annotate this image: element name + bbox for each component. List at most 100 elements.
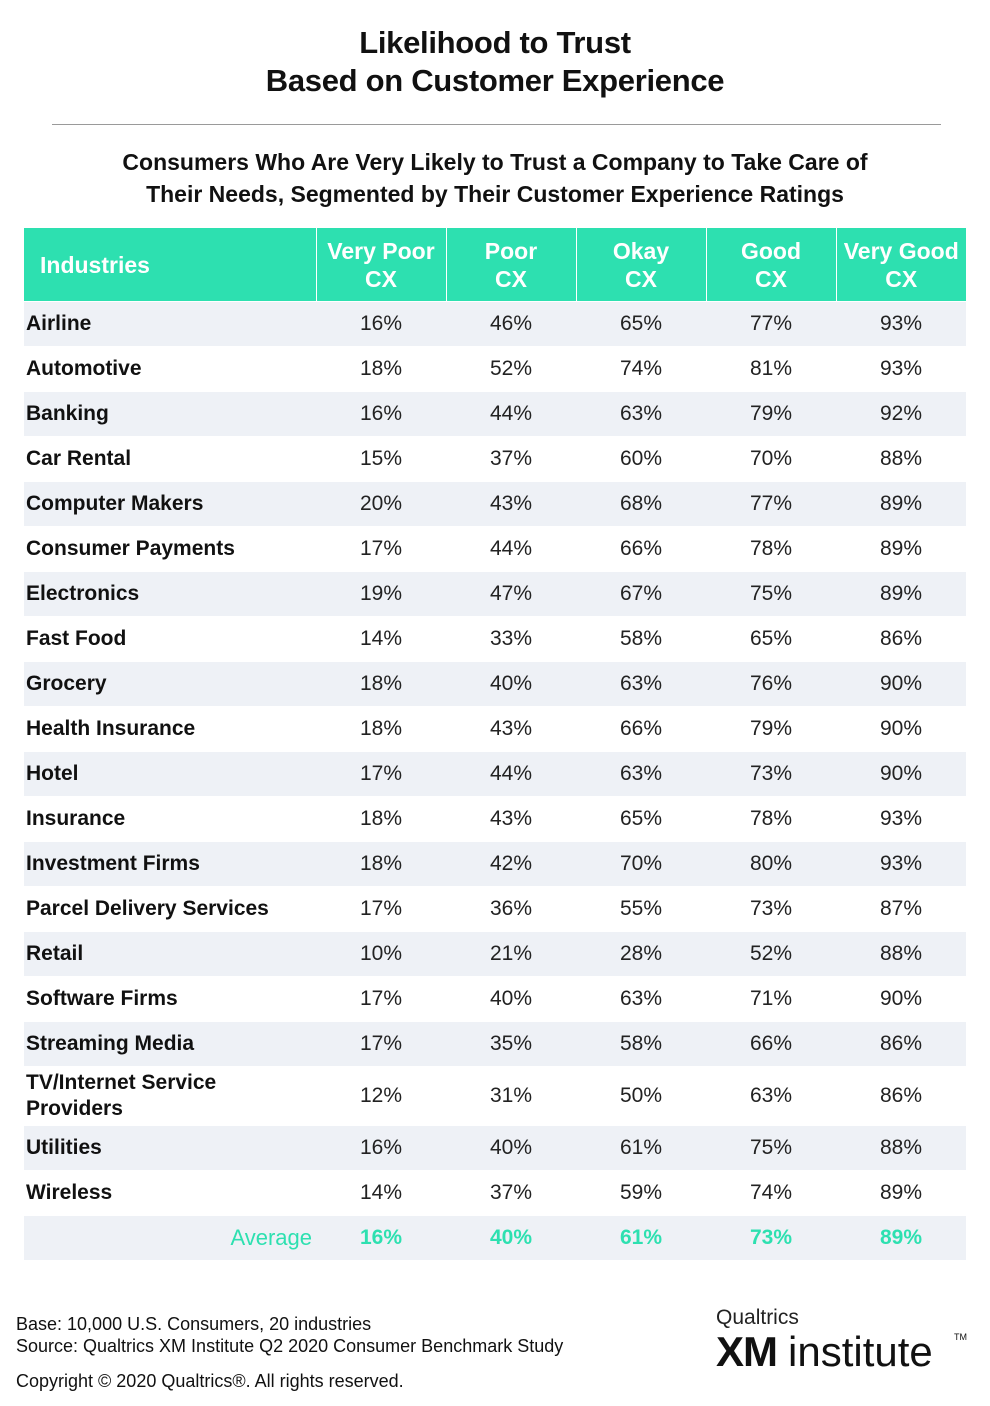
value-cell-very-poor: 18% [316,706,446,752]
industry-cell: Software Firms [24,976,316,1022]
table-header-row: Industries Very Poor CX Poor CX Okay CX Good CX V… [24,228,966,302]
value-cell-very-good: 93% [836,346,966,392]
value-cell-good: 66% [706,1021,836,1067]
value-cell-very-good: 88% [836,1125,966,1171]
table-body: Airline 16% 46% 65% 77% 93% Automotive 18% 52% 74… [24,301,966,1260]
industry-name: Insurance [26,807,126,830]
value-cell-good: 81% [706,346,836,392]
value-cell-poor: 43% [446,481,576,527]
industry-name: Electronics [26,582,140,605]
value-cell-good: 79% [706,391,836,437]
table-row: TV/Internet Service Providers 12% 31% 50% 63%… [24,1066,966,1126]
value-cell-very-poor: 16% [316,391,446,437]
value-cell-very-good: 86% [836,1021,966,1067]
logo-institute: institute [788,1328,933,1375]
table-row: Software Firms 17% 40% 63% 71% 90% [24,976,966,1022]
value-cell-very-poor: 17% [316,976,446,1022]
footer-source: Source: Qualtrics XM Institute Q2 2020 C… [16,1336,564,1356]
value-cell-poor: 43% [446,706,576,752]
value-cell-very-good: 90% [836,661,966,707]
table-row: Wireless 14% 37% 59% 74% 89% [24,1170,966,1216]
industry-name: Computer Makers [26,492,204,515]
value-cell-good: 76% [706,661,836,707]
value-cell-good: 80% [706,841,836,887]
value-cell-very-poor: 14% [316,616,446,662]
industry-cell: Automotive [24,346,316,392]
value-cell-poor: 37% [446,436,576,482]
logo-xm: XM [716,1328,778,1375]
title-divider [52,124,941,125]
value-cell-good: 79% [706,706,836,752]
value-cell-okay: 63% [576,976,706,1022]
industry-name: Automotive [26,357,142,380]
value-cell-very-poor: 19% [316,571,446,617]
value-cell-okay: 63% [576,661,706,707]
industry-name: TV/Internet Service [26,1071,217,1094]
value-cell-good: 73% [706,751,836,797]
industry-name: Utilities [26,1136,102,1159]
value-cell-good: 65% [706,616,836,662]
table-row: Banking 16% 44% 63% 79% 92% [24,391,966,437]
value-cell-okay: 67% [576,571,706,617]
logo-company: Qualtrics [716,1306,799,1329]
value-cell-very-good: 86% [836,616,966,662]
column-header-text: Poor [484,237,538,264]
column-header-very-good: Very Good CX [835,228,966,302]
value-cell-very-poor: 18% [316,661,446,707]
value-cell-good: 70% [706,436,836,482]
industry-name: Banking [26,402,109,425]
industry-name: Car Rental [26,447,132,470]
average-value-very-poor: 16% [316,1215,446,1260]
industry-name: Airline [26,312,92,335]
value-cell-okay: 59% [576,1170,706,1216]
column-header-text: Good [740,237,802,264]
value-cell-very-poor: 16% [316,301,446,347]
value-cell-poor: 36% [446,886,576,932]
industry-cell: Computer Makers [24,481,316,527]
value-cell-very-good: 89% [836,571,966,617]
industry-cell: Streaming Media [24,1021,316,1067]
value-cell-okay: 61% [576,1125,706,1171]
value-cell-good: 75% [706,571,836,617]
table-row: Fast Food 14% 33% 58% 65% 86% [24,616,966,662]
industry-cell: Hotel [24,751,316,797]
industry-cell: Car Rental [24,436,316,482]
value-cell-poor: 43% [446,796,576,842]
industry-name: Grocery [26,672,107,695]
value-cell-okay: 50% [576,1066,706,1126]
table-row: Streaming Media 17% 35% 58% 66% 86% [24,1021,966,1067]
table-row: Car Rental 15% 37% 60% 70% 88% [24,436,966,482]
value-cell-okay: 60% [576,436,706,482]
value-cell-poor: 21% [446,931,576,977]
industry-name: Wireless [26,1181,113,1204]
value-cell-very-good: 90% [836,976,966,1022]
industry-cell: Investment Firms [24,841,316,887]
column-header-good: Good CX [705,228,836,302]
value-cell-very-poor: 16% [316,1125,446,1171]
value-cell-poor: 35% [446,1021,576,1067]
table-row: Grocery 18% 40% 63% 76% 90% [24,661,966,707]
value-cell-okay: 65% [576,301,706,347]
average-label: Average [24,1215,316,1260]
column-header-very-poor: Very Poor CX [315,228,446,302]
value-cell-very-good: 89% [836,1170,966,1216]
value-cell-very-good: 90% [836,706,966,752]
value-cell-okay: 68% [576,481,706,527]
industry-cell: Insurance [24,796,316,842]
trust-table: Industries Very Poor CX Poor CX Okay CX Good CX V… [24,228,966,1260]
value-cell-good: 71% [706,976,836,1022]
industry-name: Providers [26,1097,123,1120]
value-cell-good: 75% [706,1125,836,1171]
table-row: Investment Firms 18% 42% 70% 80% 93% [24,841,966,887]
column-header-okay: Okay CX [575,228,706,302]
industry-cell: Utilities [24,1125,316,1171]
chart-title-line-1: Likelihood to Trust [359,25,631,60]
industry-cell: Banking [24,391,316,437]
xm-institute-logo: Qualtrics XM institute TM [716,1306,976,1376]
industry-cell: Airline [24,301,316,347]
value-cell-very-good: 93% [836,796,966,842]
value-cell-okay: 74% [576,346,706,392]
table-row: Computer Makers 20% 43% 68% 77% 89% [24,481,966,527]
industry-cell: Grocery [24,661,316,707]
average-row: Average 16% 40% 61% 73% 89% [24,1215,966,1260]
